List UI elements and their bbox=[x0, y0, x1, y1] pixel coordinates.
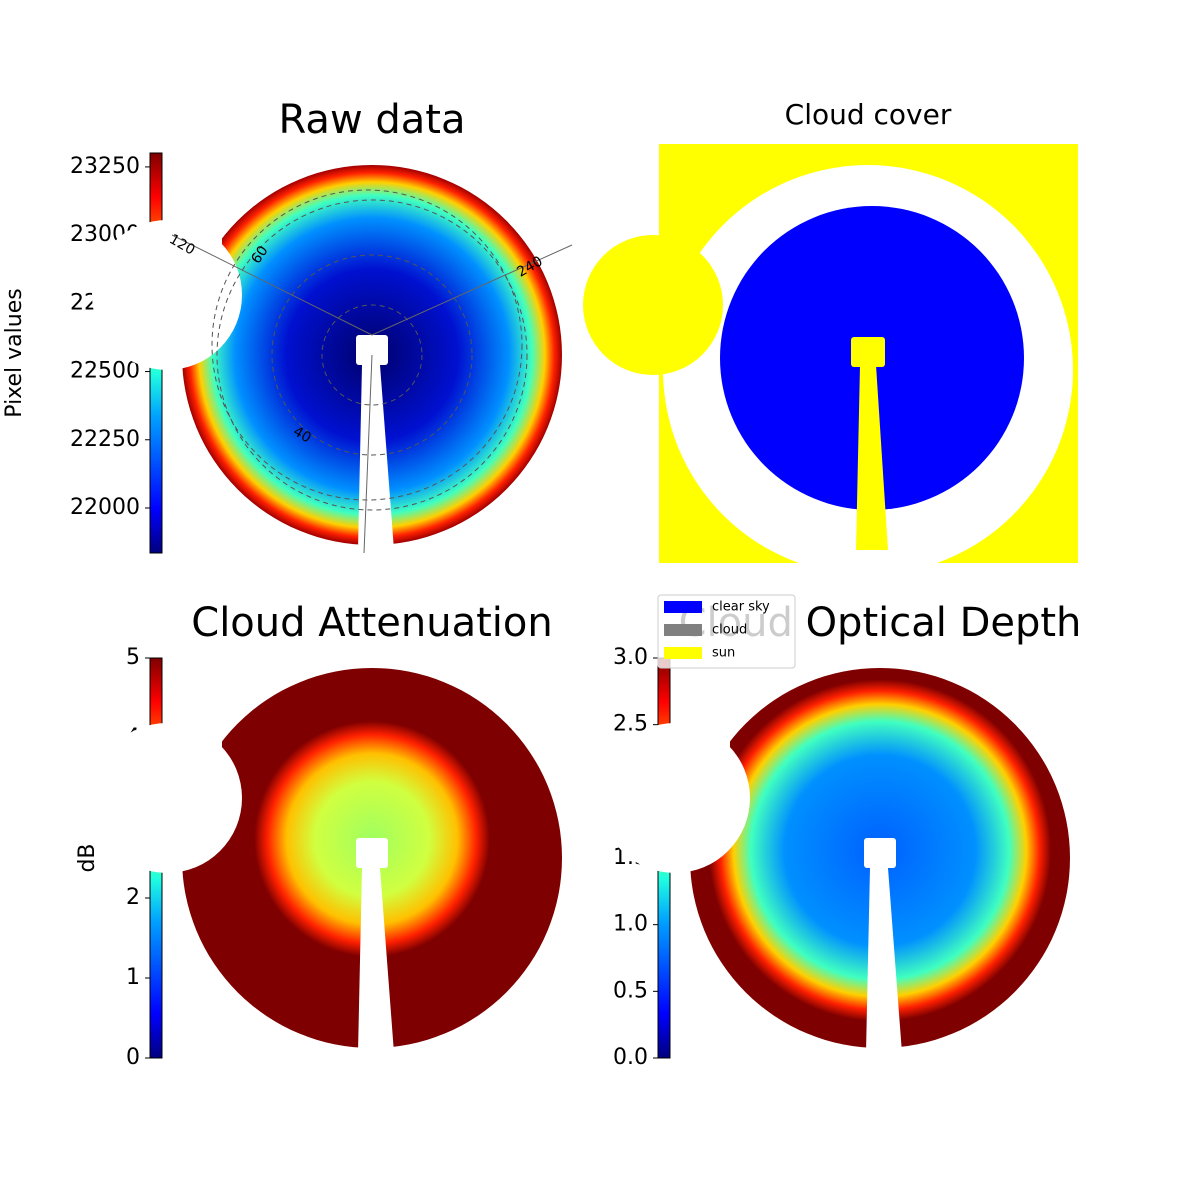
polar-spoke bbox=[371, 244, 573, 336]
sun-block bbox=[851, 337, 885, 367]
legend-label: cloud bbox=[712, 623, 747, 638]
colorbar-tick-label: 22250 bbox=[70, 427, 140, 452]
colorbar-tick-label: 0 bbox=[126, 1045, 140, 1070]
mask-block bbox=[864, 838, 896, 868]
mask-block bbox=[356, 335, 388, 365]
panel-title: Cloud cover bbox=[785, 98, 952, 131]
mask-stalk bbox=[358, 868, 394, 1053]
polar-spoke bbox=[363, 354, 373, 554]
polar-spoke bbox=[171, 234, 373, 336]
legend-label: sun bbox=[712, 646, 735, 661]
mask-notch bbox=[680, 658, 730, 833]
polar-grid bbox=[271, 254, 473, 456]
colorbar-tick-label: 0.5 bbox=[613, 978, 648, 1003]
legend-label: clear sky bbox=[712, 600, 770, 615]
panel-title: Raw data bbox=[279, 97, 466, 143]
colorbar-tick-label: 5 bbox=[126, 645, 140, 670]
legend-swatch bbox=[664, 624, 702, 636]
mask-notch bbox=[172, 658, 222, 833]
colorbar-tick-label: 22500 bbox=[70, 359, 140, 384]
colorbar-tick-label: 22000 bbox=[70, 495, 140, 520]
colorbar-tick-label: 1 bbox=[126, 965, 140, 990]
colorbar-label: dB bbox=[75, 843, 100, 872]
polar-label: 40 bbox=[290, 424, 313, 447]
colorbar-tick-label: 1.0 bbox=[613, 912, 648, 937]
sun-stalk bbox=[856, 365, 888, 550]
polar-grid bbox=[216, 199, 528, 511]
legend-swatch bbox=[664, 601, 702, 613]
colorbar-tick-label: 0.0 bbox=[613, 1045, 648, 1070]
mask-stalk bbox=[866, 868, 902, 1053]
colorbar-tick-label: 3.0 bbox=[613, 645, 648, 670]
polar-grid bbox=[211, 189, 523, 501]
panel-title: Cloud Attenuation bbox=[191, 600, 552, 646]
colorbar-tick-label: 2 bbox=[126, 885, 140, 910]
mask-notch bbox=[172, 155, 222, 330]
mask-stalk bbox=[358, 365, 394, 550]
legend: clear sky cloud sun bbox=[657, 594, 796, 669]
colorbar-label: Pixel values bbox=[2, 288, 27, 417]
legend-swatch bbox=[664, 647, 702, 659]
mask-notch bbox=[583, 235, 723, 375]
mask-block bbox=[356, 838, 388, 868]
polar-grid bbox=[321, 304, 423, 406]
colorbar-tick-label: 23250 bbox=[70, 154, 140, 179]
